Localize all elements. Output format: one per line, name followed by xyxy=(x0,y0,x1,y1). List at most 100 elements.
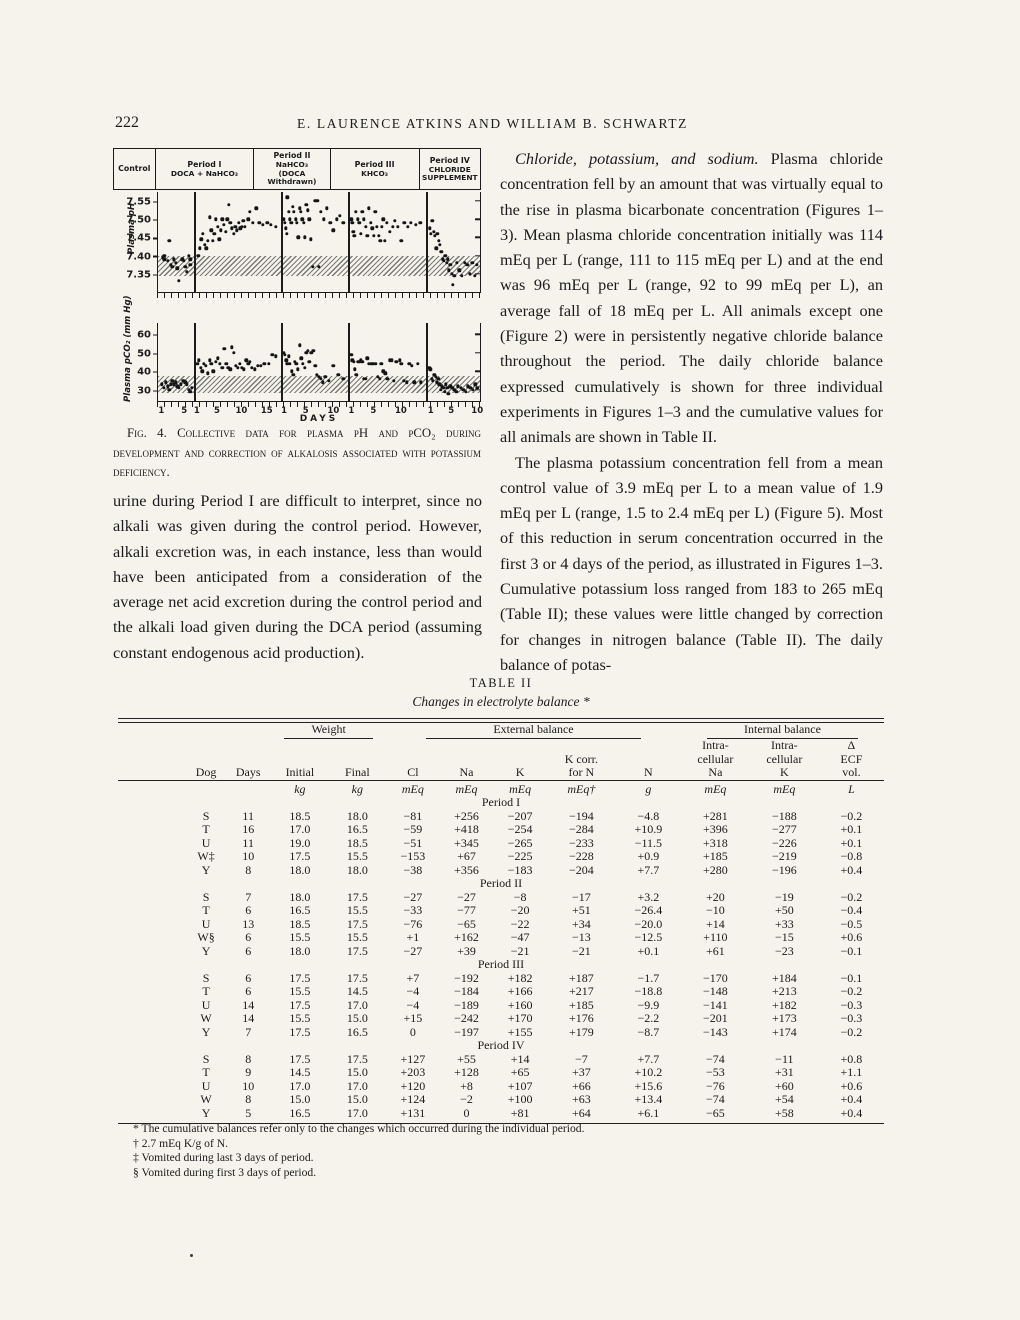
table-group-header xyxy=(118,722,271,739)
data-point xyxy=(284,358,288,362)
table-row: W 14 15.5 15.0 +15 −242 +170 +176 −2.2 −201 +173 −0… xyxy=(118,1011,884,1026)
table-section-label-row: Period I xyxy=(118,795,884,810)
y-tick-mark-right xyxy=(475,236,480,239)
table-cell: −233 xyxy=(568,835,594,850)
data-point xyxy=(236,221,241,225)
data-point xyxy=(228,367,232,372)
table-cell: S xyxy=(202,889,210,904)
data-point xyxy=(273,354,278,359)
x-tick-label: 10 xyxy=(471,406,484,416)
table-row: U 13 18.5 17.5 −76 −65 −22 +34 −20.0 +14 +33 −0.5 xyxy=(118,916,884,932)
data-point xyxy=(410,364,414,368)
table-cell: 18.0 xyxy=(289,943,311,958)
data-point xyxy=(388,230,392,234)
data-point xyxy=(172,257,176,261)
data-point xyxy=(282,221,287,225)
table-cell: +0.6 xyxy=(840,930,863,944)
table-cell: −65 xyxy=(457,916,476,931)
y-tick-mark xyxy=(153,353,158,355)
data-point xyxy=(288,217,292,221)
table-row: S 6 17.5 17.5 +7 −192 +182 +187 −1.7 −170 +184 −0.1 xyxy=(118,970,884,986)
data-point xyxy=(307,360,312,364)
table-cell: 6 xyxy=(245,943,252,958)
data-point xyxy=(377,377,382,381)
data-point xyxy=(196,253,200,258)
table-cell: +0.8 xyxy=(840,1051,863,1066)
table-cell: Y xyxy=(201,1105,211,1120)
y-tick-mark-right xyxy=(475,218,480,220)
panel-subtitle: KHCO₃ xyxy=(361,168,388,178)
table-cell: 11 xyxy=(242,835,254,850)
data-point xyxy=(315,373,319,377)
table-cell: +203 xyxy=(400,1065,426,1079)
data-point xyxy=(460,273,464,278)
table-cell: +182 xyxy=(771,997,797,1012)
data-point xyxy=(212,232,217,236)
data-point xyxy=(354,373,359,377)
y-tick-label: 40 xyxy=(137,366,151,378)
table-cell: +1 xyxy=(406,930,420,944)
data-point xyxy=(444,261,449,265)
data-point xyxy=(301,362,305,366)
data-point xyxy=(190,386,194,390)
table-section-label-row: Period III xyxy=(118,957,884,972)
table-cell: −53 xyxy=(706,1065,725,1079)
unit-cell: L xyxy=(848,781,855,796)
table-cell: −184 xyxy=(454,984,479,998)
footnote: § Vomited during first 3 days of period. xyxy=(133,1165,317,1179)
table-cell: −192 xyxy=(454,970,479,985)
panel-divider xyxy=(194,323,196,401)
data-point xyxy=(160,382,164,386)
table-cell: 16.5 xyxy=(289,903,311,917)
table-cell: −74 xyxy=(706,1051,725,1066)
data-point xyxy=(456,384,460,388)
data-point xyxy=(252,367,257,372)
data-point xyxy=(287,210,291,214)
table-cell: +356 xyxy=(454,862,479,877)
footnote: ‡ Vomited during last 3 days of period. xyxy=(133,1151,314,1165)
table-units-row: kg kg mEq mEq mEq mEq† g mEq mEq L xyxy=(118,781,884,797)
data-point xyxy=(317,264,321,269)
data-point xyxy=(452,273,456,278)
table-2: Weight External balance Internal balance Do… xyxy=(118,718,884,1126)
data-point xyxy=(254,206,258,211)
data-point xyxy=(418,221,423,225)
table-cell: +100 xyxy=(507,1092,533,1106)
x-tick-label: 1 xyxy=(193,406,200,416)
data-point xyxy=(391,224,395,229)
data-point xyxy=(185,382,189,386)
data-point xyxy=(248,210,252,214)
table-cell: −226 xyxy=(771,835,797,850)
table-cell: +65 xyxy=(510,1065,530,1079)
data-point xyxy=(399,362,404,366)
data-point xyxy=(293,360,297,364)
table-cell: 17.5 xyxy=(346,943,368,958)
data-point xyxy=(440,384,444,388)
data-point xyxy=(448,263,453,267)
data-point xyxy=(235,228,239,232)
data-point xyxy=(306,208,310,212)
table-cell: Y xyxy=(201,943,211,958)
table-cell: −27 xyxy=(403,889,423,904)
y-axis-tick: 7.50 xyxy=(126,210,158,229)
y-tick-mark xyxy=(153,390,158,392)
data-point xyxy=(473,273,477,278)
table-cell: 15.5 xyxy=(289,1011,311,1025)
electrolyte-balance-table: Weight External balance Internal balance Do… xyxy=(118,721,884,1121)
table-cell: +10.9 xyxy=(634,822,663,836)
table-cell: +3.2 xyxy=(637,889,660,904)
data-point xyxy=(233,224,237,229)
table-cell: Y xyxy=(201,1024,211,1039)
y-tick-mark-right xyxy=(475,200,480,202)
table-row: S 8 17.5 17.5 +127 +55 +14 −7 +7.7 −74 −11 +0.8 xyxy=(118,1051,884,1067)
table-cell: −8 xyxy=(513,889,527,904)
data-point xyxy=(375,375,380,379)
panel-divider xyxy=(281,192,283,292)
column-header: Final xyxy=(345,765,370,779)
unit-cell xyxy=(187,783,225,797)
table-cell: 14 xyxy=(242,1011,255,1025)
panel-subtitle: NaHCO₃ xyxy=(275,160,309,170)
data-point xyxy=(201,232,205,236)
table-cell: U xyxy=(201,916,211,931)
data-point xyxy=(451,283,455,287)
